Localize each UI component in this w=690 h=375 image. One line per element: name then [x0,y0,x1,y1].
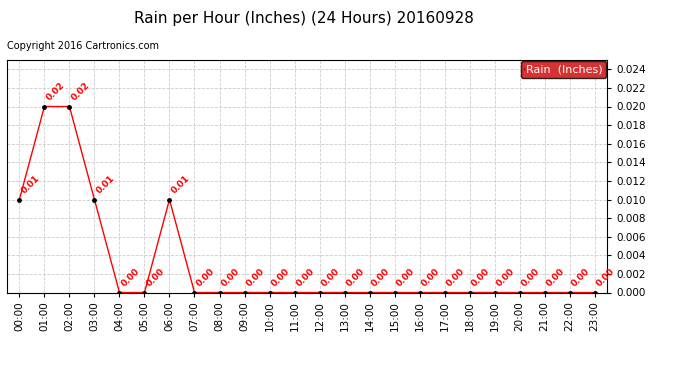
Text: 0.02: 0.02 [44,81,66,102]
Text: 0.00: 0.00 [570,267,591,288]
Text: 0.00: 0.00 [520,267,542,288]
Text: 0.00: 0.00 [270,267,291,288]
Text: Copyright 2016 Cartronics.com: Copyright 2016 Cartronics.com [7,41,159,51]
Text: 0.00: 0.00 [395,267,416,288]
Text: 0.00: 0.00 [344,267,366,288]
Text: 0.00: 0.00 [244,267,266,288]
Text: 0.00: 0.00 [195,267,216,288]
Text: 0.02: 0.02 [70,81,91,102]
Text: 0.00: 0.00 [319,267,342,288]
Text: 0.00: 0.00 [470,267,491,288]
Text: 0.00: 0.00 [595,267,616,288]
Text: 0.00: 0.00 [119,267,141,288]
Text: 0.00: 0.00 [420,267,442,288]
Text: 0.01: 0.01 [19,174,41,195]
Text: 0.01: 0.01 [95,174,117,195]
Text: 0.00: 0.00 [370,267,391,288]
Text: 0.00: 0.00 [495,267,516,288]
Text: 0.00: 0.00 [444,267,466,288]
Text: 0.01: 0.01 [170,174,191,195]
Text: 0.00: 0.00 [544,267,566,288]
Text: 0.00: 0.00 [295,267,316,288]
Text: 0.00: 0.00 [144,267,166,288]
Text: 0.00: 0.00 [219,267,242,288]
Text: Rain per Hour (Inches) (24 Hours) 20160928: Rain per Hour (Inches) (24 Hours) 201609… [134,11,473,26]
Legend: Rain  (Inches): Rain (Inches) [520,61,606,78]
